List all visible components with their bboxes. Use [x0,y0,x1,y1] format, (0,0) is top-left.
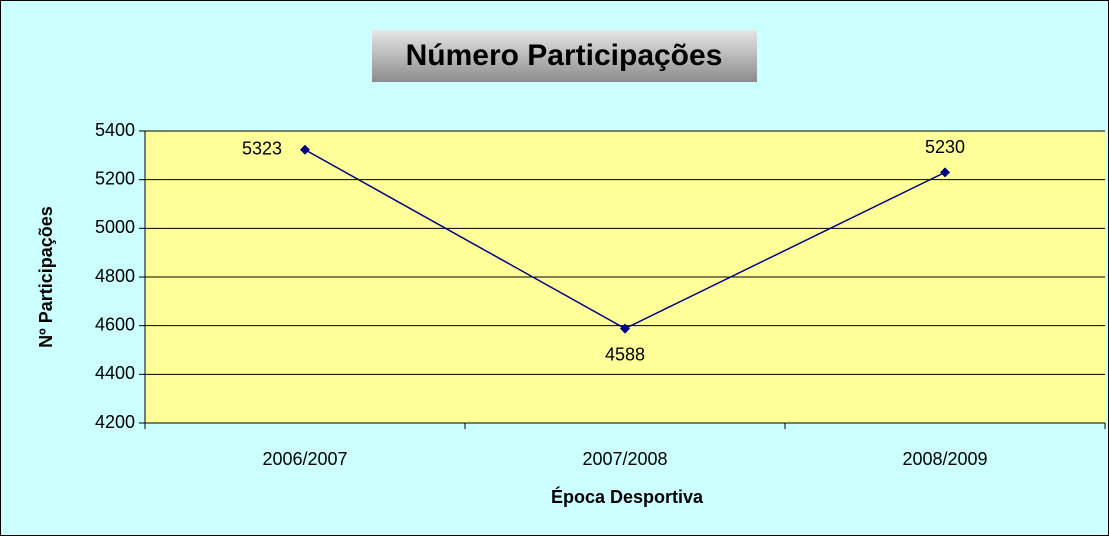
y-tick-label: 5200 [95,168,135,188]
data-point [620,323,630,334]
y-tick-label: 5400 [95,120,135,140]
x-tick-label: 2008/2009 [902,449,987,469]
y-tick-label: 4800 [95,266,135,286]
x-tick-label: 2006/2007 [262,449,347,469]
y-tick-label: 4400 [95,363,135,383]
x-axis-label: Época Desportiva [551,486,704,507]
data-label: 4588 [605,344,645,364]
chart-title: Número Participações [406,39,723,72]
y-axis-label: Nº Participações [36,206,56,348]
y-tick-label: 4200 [95,412,135,432]
data-point [940,167,950,178]
title-box [372,30,757,82]
x-tick-label: 2007/2008 [582,449,667,469]
data-label: 5323 [242,138,282,158]
data-label: 5230 [925,137,965,157]
data-point [300,144,310,155]
y-tick-label: 4600 [95,314,135,334]
y-tick-label: 5000 [95,217,135,237]
